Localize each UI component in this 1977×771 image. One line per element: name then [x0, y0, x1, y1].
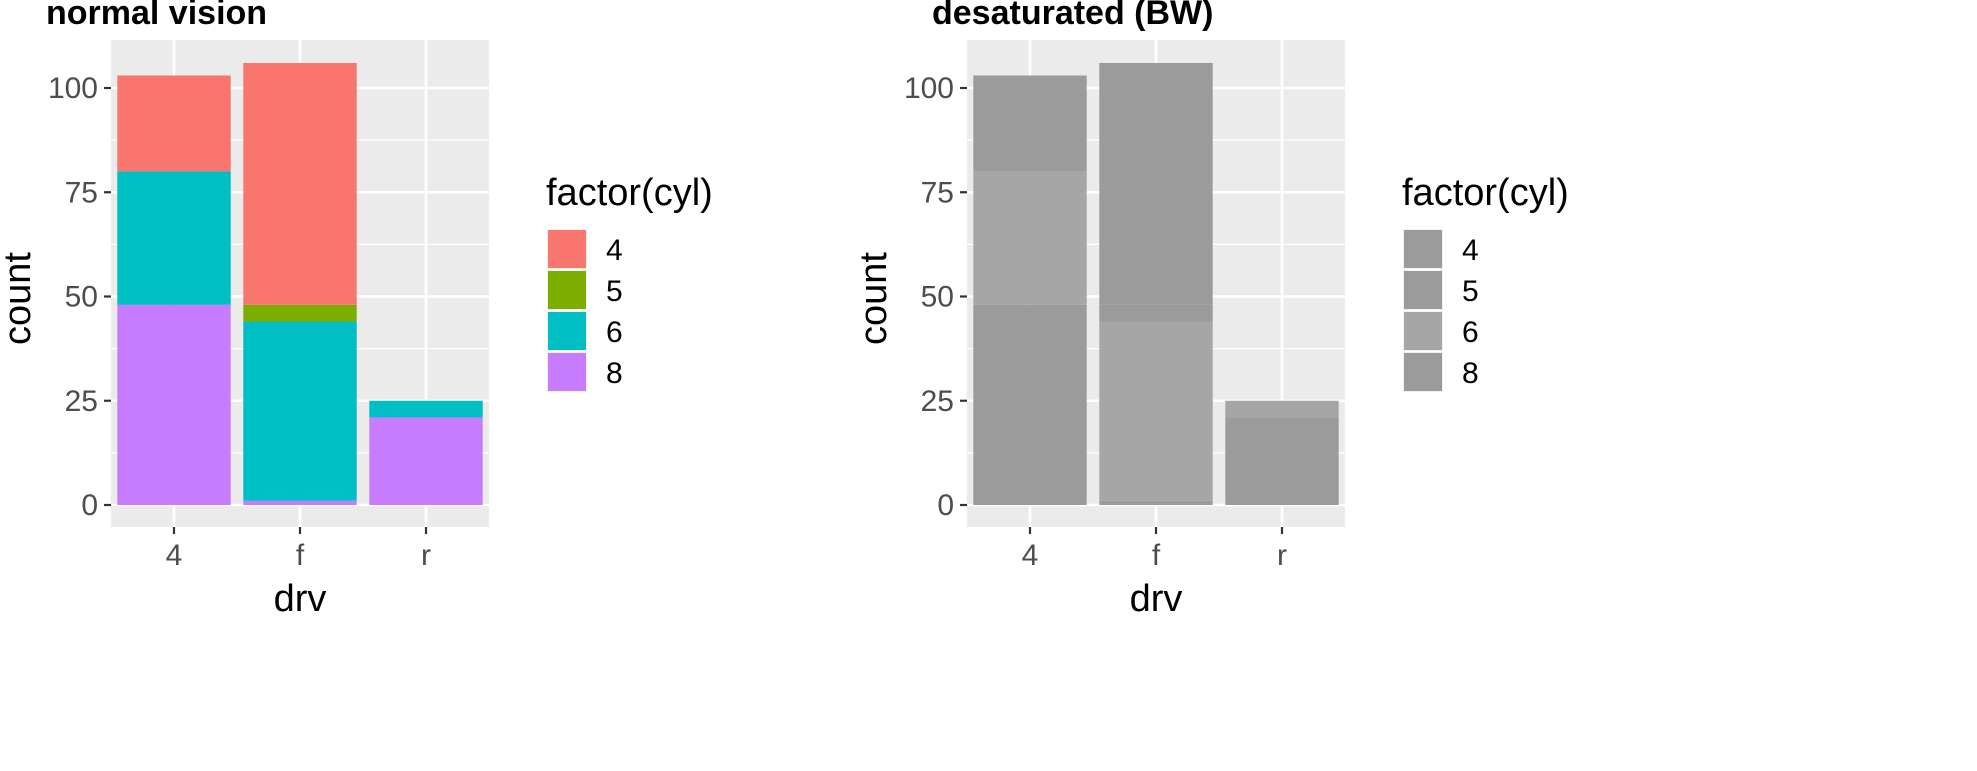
- bar-segment-r-cyl-6: [369, 400, 483, 418]
- chart-panel-2: desaturated (BW) 0 25 50 75 100 4 f r drv count fac…: [853, 0, 1569, 620]
- legend-swatch-4: [548, 230, 586, 268]
- chart-title: normal vision: [46, 0, 267, 32]
- bar-segment-f-cyl-6: [1099, 321, 1213, 501]
- legend-label-8: 8: [606, 357, 623, 390]
- x-tick-label: r: [421, 539, 431, 572]
- legend-label-6: 6: [1462, 316, 1479, 349]
- chart-panel-1: normal vision 0 25 50 75 100 4 f r drv count factor…: [0, 0, 713, 620]
- chart-title: desaturated (BW): [932, 0, 1213, 32]
- x-tick-label: f: [1152, 539, 1161, 572]
- legend-swatch-8: [1404, 353, 1442, 391]
- y-axis-title: count: [853, 252, 895, 345]
- y-tick-label: 25: [921, 385, 954, 418]
- y-tick-label: 75: [921, 176, 954, 209]
- bar-segment-f-cyl-8: [243, 500, 357, 505]
- y-tick-label: 0: [81, 489, 98, 522]
- bar-segment-4-cyl-4: [117, 75, 231, 172]
- x-axis-title: drv: [1130, 578, 1183, 620]
- x-tick-label: 4: [1022, 539, 1039, 572]
- bar-segment-f-cyl-8: [1099, 500, 1213, 505]
- y-tick-label: 100: [904, 72, 954, 105]
- bar-segment-f-cyl-4: [1099, 62, 1213, 305]
- legend-label-4: 4: [1462, 234, 1479, 267]
- y-tick-label: 100: [48, 72, 98, 105]
- bar-segment-4-cyl-8: [973, 304, 1087, 505]
- legend: factor(cyl) 4 5 6 8: [546, 172, 713, 392]
- legend-swatch-6: [548, 312, 586, 350]
- x-tick-label: r: [1277, 539, 1287, 572]
- bar-segment-r-cyl-8: [1225, 417, 1339, 505]
- legend-label-4: 4: [606, 234, 623, 267]
- legend-label-5: 5: [606, 275, 623, 308]
- y-tick-label: 0: [937, 489, 954, 522]
- legend-swatch-6: [1404, 312, 1442, 350]
- legend-label-8: 8: [1462, 357, 1479, 390]
- x-tick-label: f: [296, 539, 305, 572]
- legend-swatch-5: [1404, 271, 1442, 309]
- y-tick-label: 50: [921, 281, 954, 314]
- legend-swatch-5: [548, 271, 586, 309]
- bar-segment-f-cyl-4: [243, 62, 357, 305]
- bar-segment-4-cyl-4: [973, 75, 1087, 172]
- y-axis-title: count: [0, 252, 39, 345]
- y-tick-label: 50: [65, 281, 98, 314]
- legend-title: factor(cyl): [546, 172, 713, 214]
- legend-title: factor(cyl): [1402, 172, 1569, 214]
- bar-segment-4-cyl-6: [117, 171, 231, 305]
- legend-label-5: 5: [1462, 275, 1479, 308]
- bar-segment-4-cyl-6: [973, 171, 1087, 305]
- bar-segment-f-cyl-6: [243, 321, 357, 501]
- x-axis-title: drv: [274, 578, 327, 620]
- y-tick-label: 25: [65, 385, 98, 418]
- legend-swatch-8: [548, 353, 586, 391]
- bar-segment-f-cyl-5: [1099, 304, 1213, 322]
- x-tick-label: 4: [166, 539, 183, 572]
- bar-segment-r-cyl-6: [1225, 400, 1339, 418]
- bar-segment-f-cyl-5: [243, 304, 357, 322]
- bar-segment-r-cyl-8: [369, 417, 483, 505]
- bar-segment-4-cyl-8: [117, 304, 231, 505]
- legend-label-6: 6: [606, 316, 623, 349]
- y-tick-label: 75: [65, 176, 98, 209]
- legend: factor(cyl) 4 5 6 8: [1402, 172, 1569, 392]
- legend-swatch-4: [1404, 230, 1442, 268]
